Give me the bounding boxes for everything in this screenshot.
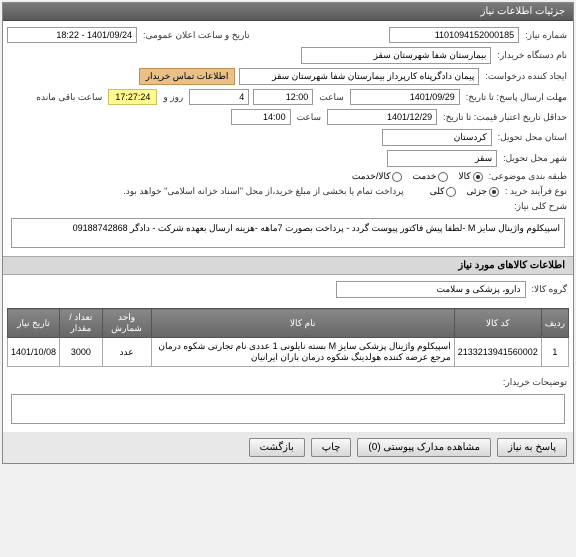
- org-label: نام دستگاه خریدار:: [495, 50, 569, 61]
- time-label-1: ساعت: [317, 92, 346, 103]
- validity-time-field: 14:00: [231, 109, 291, 125]
- radio-circle-icon: [446, 187, 456, 197]
- desc-label: شرح کلی نیاز:: [512, 201, 569, 212]
- deadline-date-field: 1401/09/29: [350, 89, 460, 105]
- th-code: کد کالا: [454, 309, 541, 338]
- requester-label: ایجاد کننده درخواست:: [483, 71, 569, 82]
- print-button[interactable]: چاپ: [311, 438, 352, 457]
- deadline-label: مهلت ارسال پاسخ: تا تاریخ:: [464, 92, 569, 103]
- items-table-wrap: ردیف کد کالا نام کالا واحد شمارش تعداد /…: [3, 304, 573, 371]
- cell-date: 1401/10/08: [8, 338, 60, 367]
- th-row: ردیف: [541, 309, 568, 338]
- remaining-label: ساعت باقی مانده: [34, 92, 104, 103]
- panel-title: جزئیات اطلاعات نیاز: [3, 3, 573, 21]
- cell-code: 2133213941560002: [454, 338, 541, 367]
- contact-button[interactable]: اطلاعات تماس خریدار: [139, 68, 236, 85]
- validity-date-field: 1401/12/29: [327, 109, 437, 125]
- radio-circle-icon: [392, 172, 402, 182]
- countdown-field: 17:27:24: [108, 89, 157, 105]
- announce-date-field: 1401/09/24 - 18:22: [7, 27, 137, 43]
- org-field: بیمارستان شفا شهرستان سقز: [301, 47, 491, 64]
- category-radio-group: کالا خدمت کالا/خدمت: [352, 171, 483, 182]
- radio-goods[interactable]: کالا: [458, 171, 482, 182]
- deadline-time-field: 12:00: [253, 89, 313, 105]
- attachments-button[interactable]: مشاهده مدارک پیوستی (0): [357, 438, 491, 457]
- buyer-notes-label: توضیحات خریدار:: [501, 377, 569, 388]
- purchase-type-radio-group: جزئی کلی: [430, 186, 499, 197]
- province-field: کردستان: [382, 129, 492, 146]
- need-number-field: 1101094152000185: [389, 27, 519, 43]
- cell-row: 1: [541, 338, 568, 367]
- need-number-label: شماره نیاز:: [523, 30, 569, 41]
- cell-name: اسپیکلوم واژینال پزشکی سایز M بسته نایلو…: [151, 338, 454, 367]
- group-label: گروه کالا:: [530, 284, 569, 295]
- requester-field: پیمان دادگرپناه کارپرداز بیمارستان شفا ش…: [239, 68, 479, 85]
- cell-unit: عدد: [102, 338, 151, 367]
- table-row: 1 2133213941560002 اسپیکلوم واژینال پزشک…: [8, 338, 569, 367]
- payment-note: پرداخت تمام یا بخشی از مبلغ خرید،از محل …: [121, 186, 405, 197]
- radio-circle-icon: [473, 172, 483, 182]
- city-field: سقز: [387, 150, 497, 167]
- buyer-notes-box: [11, 394, 565, 424]
- back-button[interactable]: بازگشت: [249, 438, 305, 457]
- th-date: تاریخ نیاز: [8, 309, 60, 338]
- items-section-title: اطلاعات کالاهای مورد نیاز: [3, 256, 573, 275]
- province-label: استان محل تحویل:: [496, 132, 569, 143]
- info-grid: شماره نیاز: 1101094152000185 تاریخ و ساع…: [3, 21, 573, 256]
- radio-partial[interactable]: جزئی: [466, 186, 499, 197]
- radio-whole[interactable]: کلی: [430, 186, 457, 197]
- th-unit: واحد شمارش: [102, 309, 151, 338]
- category-label: طبقه بندی موضوعی:: [487, 171, 569, 182]
- cell-qty: 3000: [60, 338, 103, 367]
- radio-service[interactable]: خدمت: [412, 171, 448, 182]
- purchase-type-label: نوع فرآیند خرید :: [503, 186, 569, 197]
- description-box: اسپیکلوم واژینال سایز M -لطفا پیش فاکتور…: [11, 218, 565, 248]
- radio-circle-icon: [438, 172, 448, 182]
- radio-circle-icon: [489, 187, 499, 197]
- validity-label: حداقل تاریخ اعتبار قیمت: تا تاریخ:: [441, 112, 569, 123]
- footer-buttons: پاسخ به نیاز مشاهده مدارک پیوستی (0) چاپ…: [3, 432, 573, 463]
- announce-date-label: تاریخ و ساعت اعلان عمومی:: [141, 30, 252, 41]
- th-qty: تعداد / مقدار: [60, 309, 103, 338]
- group-field: دارو، پزشکی و سلامت: [336, 281, 526, 298]
- days-remaining-field: 4: [189, 89, 249, 105]
- th-name: نام کالا: [151, 309, 454, 338]
- radio-both[interactable]: کالا/خدمت: [352, 171, 403, 182]
- reply-button[interactable]: پاسخ به نیاز: [497, 438, 567, 457]
- days-and-label: روز و: [161, 92, 185, 103]
- details-panel: جزئیات اطلاعات نیاز شماره نیاز: 11010941…: [2, 2, 574, 464]
- time-label-2: ساعت: [295, 112, 324, 123]
- items-table: ردیف کد کالا نام کالا واحد شمارش تعداد /…: [7, 308, 569, 367]
- city-label: شهر محل تحویل:: [501, 153, 569, 164]
